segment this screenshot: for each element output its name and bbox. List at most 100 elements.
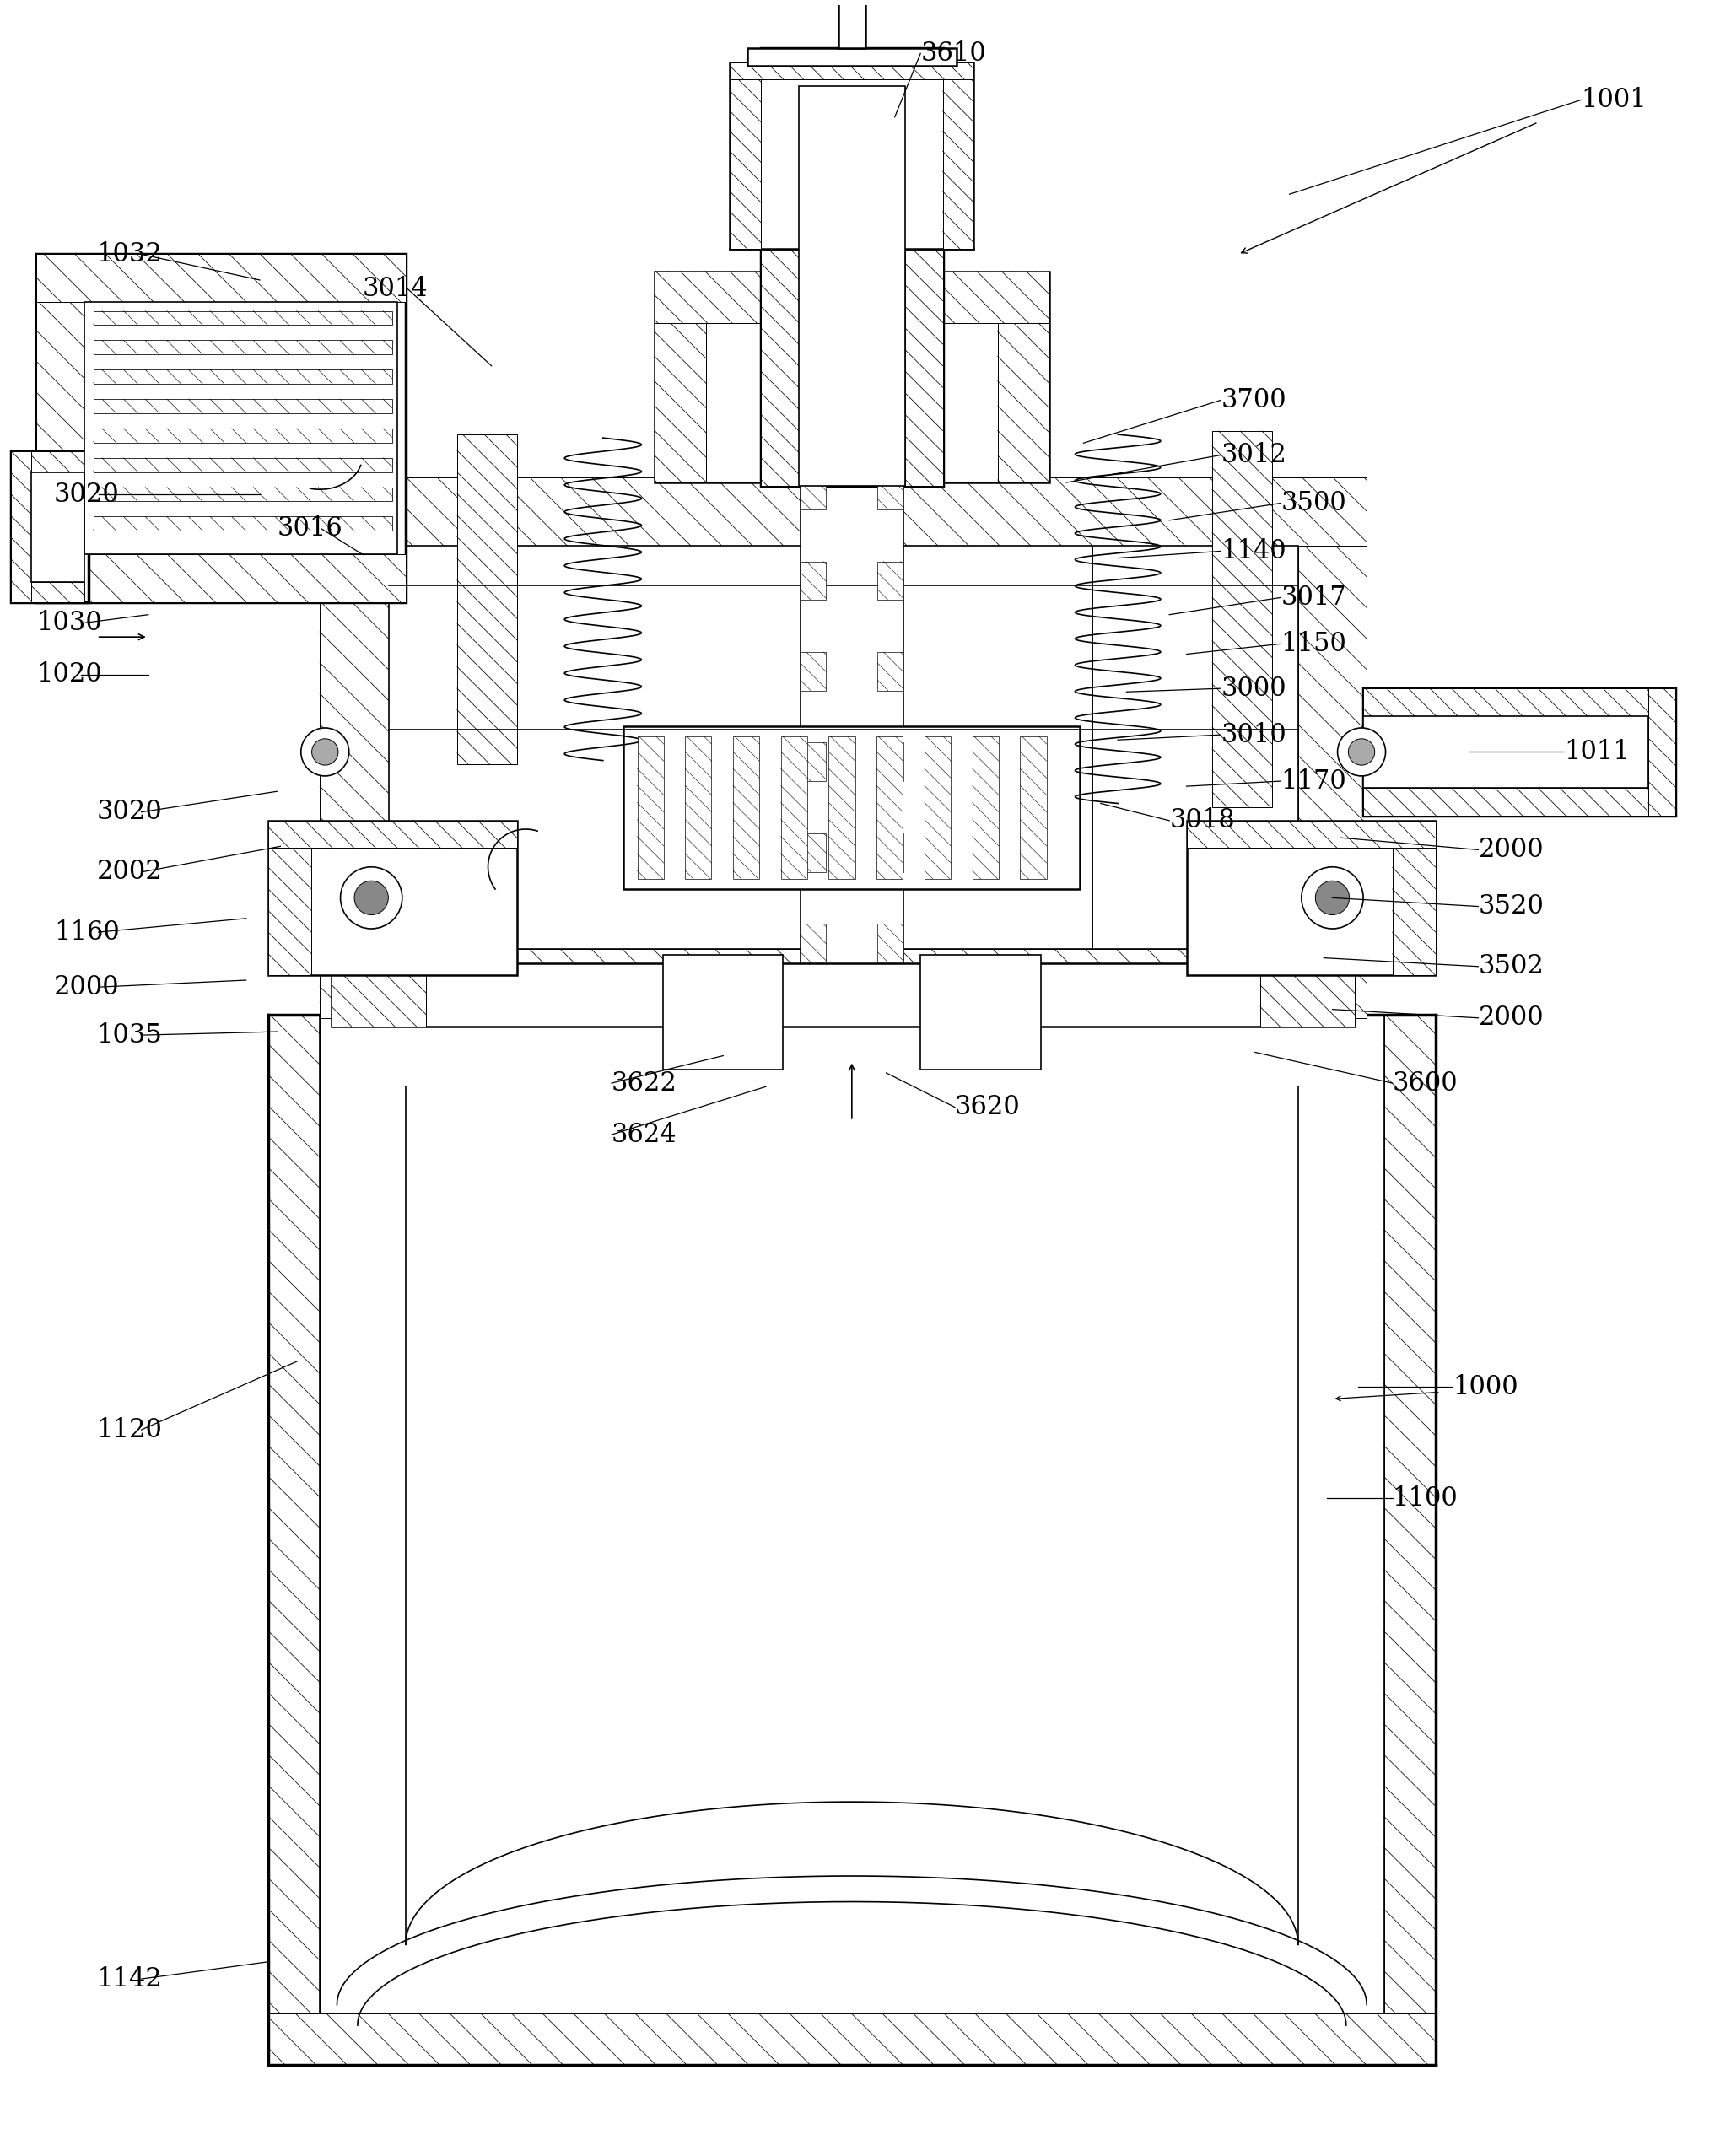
Bar [332,964,427,1026]
Text: 3700: 3700 [1219,388,1285,414]
Bar [729,63,974,250]
Text: 3520: 3520 [1477,893,1543,918]
Text: 3000: 3000 [1219,675,1285,701]
Text: 1000: 1000 [1452,1373,1517,1399]
Circle shape [311,740,339,765]
Text: 2000: 2000 [1477,1005,1543,1031]
Circle shape [301,729,349,776]
Text: 3600: 3600 [1391,1069,1457,1095]
Text: 1170: 1170 [1280,768,1345,793]
Bar [93,487,392,502]
Text: 1140: 1140 [1219,539,1285,565]
Text: 3624: 3624 [611,1121,676,1147]
Bar [636,737,664,880]
Text: 3020: 3020 [53,481,119,507]
Bar [1211,431,1271,806]
Bar [654,272,705,483]
Circle shape [341,867,402,929]
Bar [800,651,826,690]
Bar [800,289,826,328]
Bar [838,0,865,47]
Bar [93,399,392,414]
Bar [800,108,903,1015]
Bar [332,964,1354,1026]
Text: 3622: 3622 [611,1069,678,1095]
Bar [320,476,389,1018]
Bar [760,47,798,485]
Bar [36,254,406,302]
Bar [729,63,760,250]
Text: 3017: 3017 [1280,584,1345,610]
Bar [1185,821,1434,847]
Bar [800,108,826,147]
Bar [877,470,903,509]
Text: 3500: 3500 [1280,489,1345,515]
Bar [268,821,518,975]
Bar [829,737,855,880]
Text: 3620: 3620 [955,1093,1020,1121]
Bar [800,742,826,780]
Bar [654,272,1049,483]
Bar [877,379,903,418]
Bar [1185,821,1434,975]
Text: 3610: 3610 [920,41,986,67]
Bar [93,457,392,472]
Bar [10,451,84,472]
Bar [389,545,1297,949]
Bar [31,472,84,582]
Bar [662,955,783,1069]
Bar [877,561,903,599]
Bar [1259,964,1354,1026]
Bar [877,198,903,237]
Circle shape [1300,867,1362,929]
Bar [877,651,903,690]
Bar [877,925,903,962]
Bar [1297,476,1366,1018]
Bar [268,821,311,975]
Bar [10,451,88,604]
Bar [800,561,826,599]
Text: 1100: 1100 [1391,1485,1457,1511]
Text: 3010: 3010 [1219,722,1287,748]
Bar [800,379,826,418]
Bar [920,955,1041,1069]
Circle shape [1314,882,1348,914]
Bar [1362,688,1675,815]
Text: 1030: 1030 [36,610,101,636]
Bar [924,737,951,880]
Bar [458,436,518,763]
Text: 1160: 1160 [53,918,119,944]
Bar [1383,1015,1434,2014]
Bar [93,341,392,354]
Text: 3012: 3012 [1219,442,1287,468]
Bar [800,470,826,509]
Bar [36,554,406,604]
Text: 2000: 2000 [53,975,119,1000]
Bar [93,369,392,384]
Text: 1150: 1150 [1280,632,1347,658]
Bar [10,582,84,604]
Text: 1032: 1032 [96,241,162,267]
Bar [1648,688,1675,815]
Bar [746,47,956,65]
Bar [623,727,1080,888]
Circle shape [354,882,389,914]
Bar [1362,716,1648,787]
Text: 3014: 3014 [363,276,428,302]
Bar [1391,821,1434,975]
Bar [268,821,518,847]
Bar [685,737,710,880]
Bar [877,742,903,780]
Bar [36,254,84,604]
Bar [268,1015,320,2014]
Bar [877,832,903,871]
Bar [93,429,392,442]
Circle shape [1336,729,1385,776]
Bar [93,517,392,530]
Bar [800,198,826,237]
Bar [36,254,406,604]
Bar [905,47,943,485]
Bar [1362,688,1675,716]
Bar [746,47,956,65]
Text: 3020: 3020 [96,800,162,826]
